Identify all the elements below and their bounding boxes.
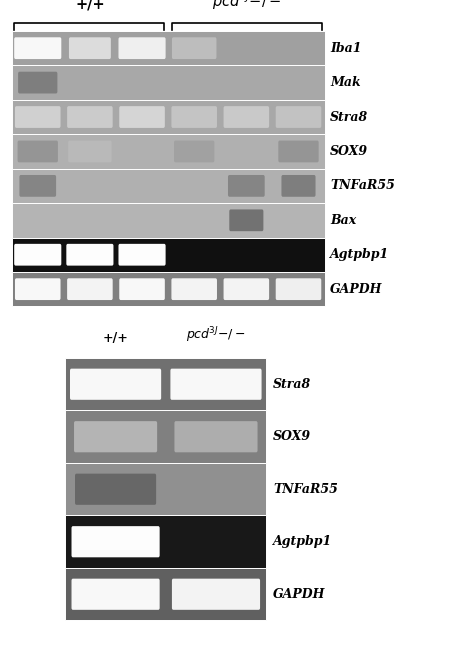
FancyBboxPatch shape	[74, 421, 157, 452]
FancyBboxPatch shape	[14, 244, 61, 266]
Text: GAPDH: GAPDH	[330, 283, 382, 295]
FancyBboxPatch shape	[15, 106, 61, 128]
Text: Stra8: Stra8	[273, 378, 311, 391]
FancyBboxPatch shape	[174, 421, 257, 452]
Bar	[12, 169, 325, 203]
FancyBboxPatch shape	[276, 278, 321, 300]
FancyBboxPatch shape	[75, 473, 156, 505]
FancyBboxPatch shape	[68, 141, 112, 163]
FancyBboxPatch shape	[71, 526, 160, 557]
Bar	[65, 515, 266, 568]
Text: $\it{pcd}$$^{3J}$$\it{-/-}$: $\it{pcd}$$^{3J}$$\it{-/-}$	[186, 326, 246, 345]
Bar	[12, 134, 325, 168]
FancyBboxPatch shape	[119, 106, 165, 128]
FancyBboxPatch shape	[18, 72, 57, 94]
Text: TNFaR55: TNFaR55	[330, 179, 395, 192]
Bar	[12, 272, 325, 306]
Text: +/+: +/+	[103, 332, 128, 345]
Text: GAPDH: GAPDH	[273, 588, 325, 600]
FancyBboxPatch shape	[172, 37, 217, 59]
FancyBboxPatch shape	[119, 278, 165, 300]
FancyBboxPatch shape	[229, 210, 263, 231]
FancyBboxPatch shape	[66, 244, 113, 266]
FancyBboxPatch shape	[278, 141, 318, 163]
Text: Agtpbp1: Agtpbp1	[273, 535, 333, 548]
Bar	[12, 237, 325, 272]
FancyBboxPatch shape	[224, 106, 269, 128]
Bar	[12, 31, 325, 65]
FancyBboxPatch shape	[171, 106, 217, 128]
Bar	[65, 568, 266, 620]
FancyBboxPatch shape	[18, 141, 58, 163]
FancyBboxPatch shape	[276, 106, 321, 128]
FancyBboxPatch shape	[119, 244, 166, 266]
Text: Agtpbp1: Agtpbp1	[330, 248, 389, 261]
FancyBboxPatch shape	[228, 175, 265, 197]
Text: Stra8: Stra8	[330, 110, 368, 124]
Text: Bax: Bax	[330, 213, 356, 227]
FancyBboxPatch shape	[170, 369, 262, 400]
Bar	[12, 203, 325, 237]
Bar	[65, 463, 266, 515]
Text: SOX9: SOX9	[273, 430, 311, 443]
FancyBboxPatch shape	[172, 579, 260, 610]
FancyBboxPatch shape	[15, 278, 61, 300]
Text: +/+: +/+	[75, 0, 105, 12]
Bar	[65, 410, 266, 463]
FancyBboxPatch shape	[67, 106, 113, 128]
FancyBboxPatch shape	[70, 369, 161, 400]
Text: Iba1: Iba1	[330, 42, 361, 55]
FancyBboxPatch shape	[67, 278, 113, 300]
Text: SOX9: SOX9	[330, 145, 368, 158]
FancyBboxPatch shape	[69, 37, 111, 59]
FancyBboxPatch shape	[171, 278, 217, 300]
FancyBboxPatch shape	[71, 579, 160, 610]
FancyBboxPatch shape	[282, 175, 316, 197]
Text: TNFaR55: TNFaR55	[273, 482, 338, 496]
Text: $\it{pcd}$$^{3J}$$\it{-/-}$: $\it{pcd}$$^{3J}$$\it{-/-}$	[212, 0, 281, 12]
Bar	[65, 358, 266, 410]
Text: Mak: Mak	[330, 76, 361, 89]
FancyBboxPatch shape	[119, 37, 166, 59]
Bar	[12, 100, 325, 134]
FancyBboxPatch shape	[224, 278, 269, 300]
FancyBboxPatch shape	[174, 141, 214, 163]
FancyBboxPatch shape	[20, 175, 56, 197]
FancyBboxPatch shape	[14, 37, 61, 59]
Bar	[12, 65, 325, 100]
